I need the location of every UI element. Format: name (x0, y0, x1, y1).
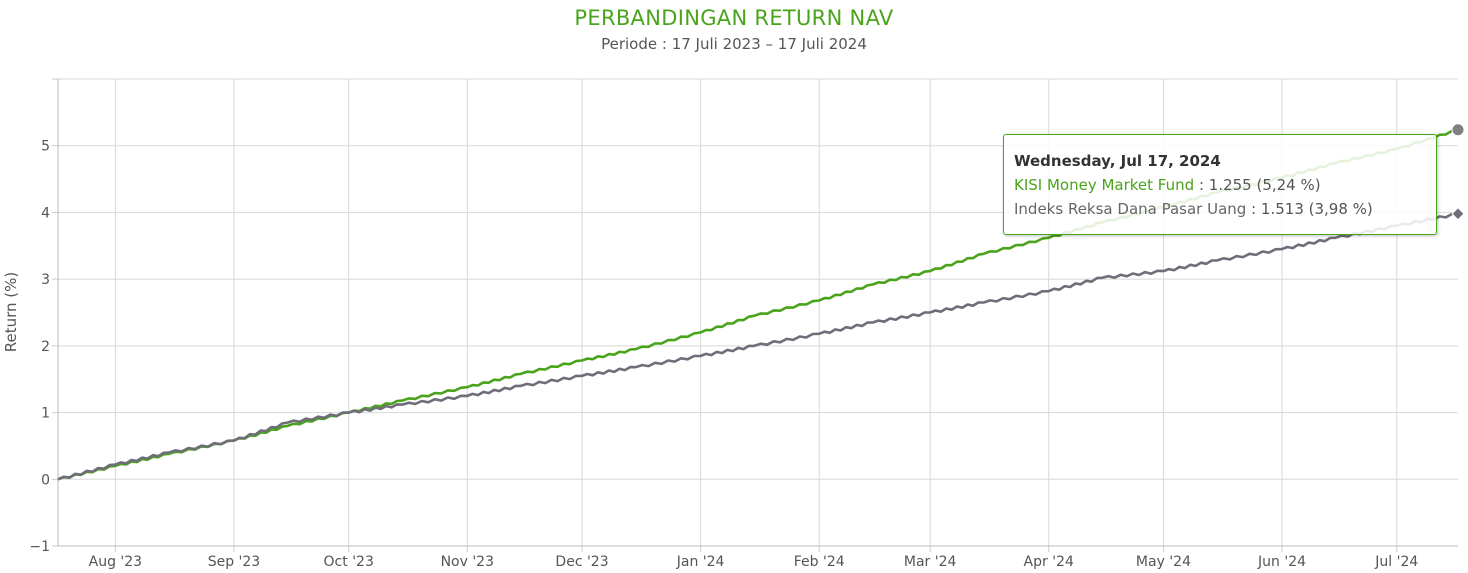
series-end-markers[interactable] (1451, 123, 1465, 221)
tooltip-row-index: Indeks Reksa Dana Pasar Uang : 1.513 (3,… (1014, 197, 1426, 221)
x-tick-label: Dec '23 (555, 554, 608, 570)
tooltip-date: Wednesday, Jul 17, 2024 (1014, 152, 1221, 170)
tooltip-value-fund: : 1.255 (5,24 %) (1198, 176, 1321, 194)
chart-subtitle: Periode : 17 Juli 2023 – 17 Juli 2024 (601, 35, 867, 53)
tooltip-series-fund: KISI Money Market Fund (1014, 176, 1195, 194)
y-tick-label: 2 (41, 339, 50, 355)
y-tick-label: 1 (41, 406, 50, 422)
y-tick-label: 5 (41, 139, 50, 155)
x-tick-label: Oct '23 (324, 554, 374, 570)
tooltip-series-index: Indeks Reksa Dana Pasar Uang (1014, 200, 1247, 218)
y-tick-label: 3 (41, 272, 50, 288)
x-tick-label: Jun '24 (1257, 554, 1306, 570)
x-tick-label: Mar '24 (904, 554, 957, 570)
x-tick-label: Apr '24 (1024, 554, 1074, 570)
x-tick-label: May '24 (1136, 554, 1191, 570)
x-tick-label: Aug '23 (89, 554, 142, 570)
y-tick-label: 0 (41, 472, 50, 488)
marker-fund-end[interactable] (1451, 123, 1465, 137)
tooltip-value-index: : 1.513 (3,98 %) (1251, 200, 1373, 218)
x-tick-label: Feb '24 (794, 554, 845, 570)
grid-lines (58, 78, 1458, 547)
marker-index-end[interactable] (1451, 207, 1465, 221)
x-tick-label: Sep '23 (208, 554, 261, 570)
series-line-index[interactable] (57, 212, 1459, 481)
y-axis-title: Return (%) (2, 272, 20, 353)
tooltip-row-fund: KISI Money Market Fund : 1.255 (5,24 %) (1014, 173, 1426, 197)
chart-title: PERBANDINGAN RETURN NAV (574, 6, 894, 30)
axes: Aug '23 Sep '23 Oct '23 Nov '23 Dec '23 Jan '… (29, 78, 1458, 570)
x-tick-label: Jul '24 (1374, 554, 1418, 570)
hover-tooltip: Wednesday, Jul 17, 2024 KISI Money Marke… (1003, 134, 1437, 235)
y-tick-label: −1 (29, 539, 50, 555)
x-tick-label: Jan '24 (676, 554, 725, 570)
y-tick-label: 4 (41, 205, 50, 221)
x-tick-label: Nov '23 (441, 554, 494, 570)
